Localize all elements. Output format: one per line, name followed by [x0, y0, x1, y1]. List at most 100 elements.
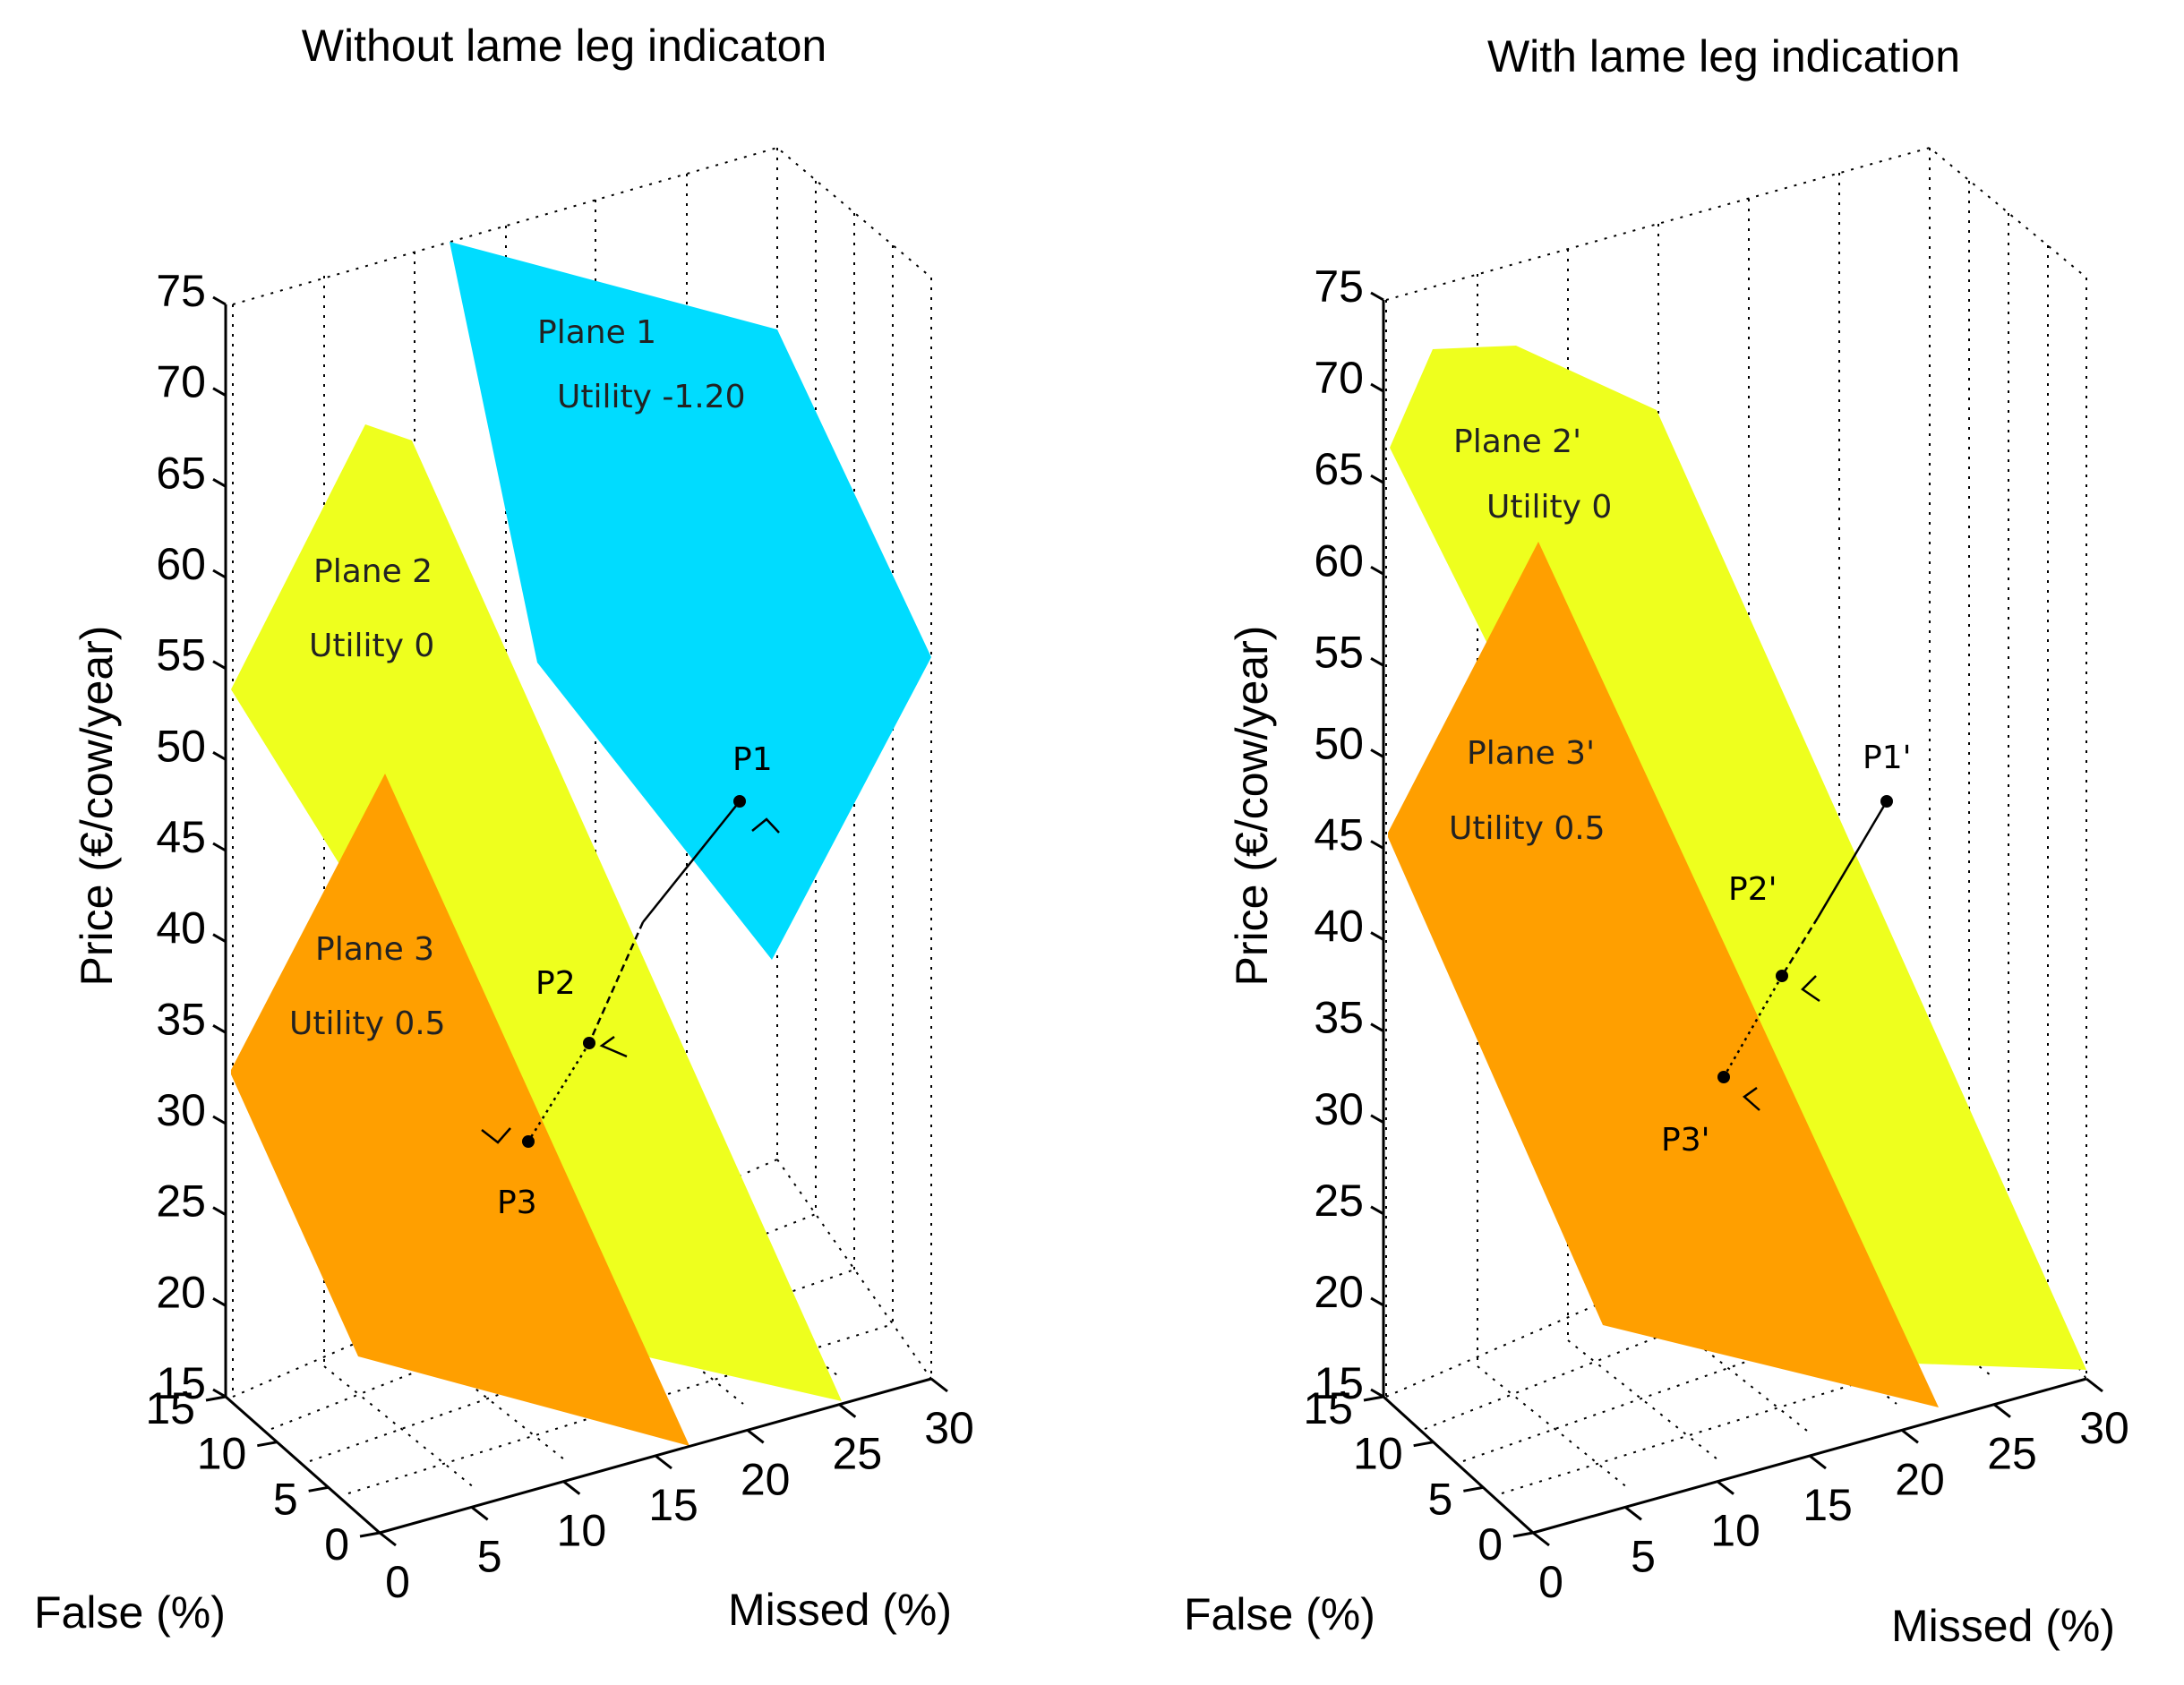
plane-1-utility: Utility -1.20	[557, 379, 745, 415]
x-tick	[838, 1403, 857, 1418]
y-tick-label: 10	[197, 1429, 247, 1479]
x-tick	[655, 1454, 672, 1470]
z-tick	[212, 1024, 227, 1034]
point-p3prime-label: P3'	[1661, 1122, 1710, 1159]
y-tick	[1363, 1395, 1384, 1402]
arrow-p3	[481, 1127, 511, 1144]
y-axis	[1382, 1395, 1535, 1535]
z-tick	[212, 1115, 227, 1125]
point-p3prime	[1717, 1071, 1730, 1083]
x-tick	[1901, 1429, 1919, 1444]
z-tick-label: 30	[156, 1085, 206, 1135]
plane-3-name: Plane 3	[315, 931, 434, 968]
x-tick-label: 25	[1987, 1429, 2037, 1479]
y-axis-label: False (%)	[34, 1587, 226, 1638]
z-tick-label: 50	[156, 721, 206, 771]
z-tick	[1370, 657, 1384, 667]
p2prime-p3prime-line	[1722, 975, 1784, 1078]
z-tick	[212, 660, 227, 670]
z-tick	[1370, 565, 1384, 576]
z-tick	[1370, 291, 1384, 302]
x-tick-label: 20	[1895, 1454, 1945, 1504]
z-tick-label: 40	[156, 903, 206, 954]
arrow-p1	[751, 817, 780, 834]
y-tick-label: 5	[1428, 1474, 1453, 1524]
plane-2prime-utility: Utility 0	[1486, 489, 1612, 526]
x-tick	[1532, 1531, 1550, 1547]
chart-right: With lame leg indication	[1184, 31, 2129, 1651]
point-p2	[583, 1037, 595, 1049]
x-axis-label: Missed (%)	[728, 1585, 952, 1635]
z-tick-label: 35	[1314, 993, 1364, 1043]
z-tick	[212, 933, 227, 943]
z-tick-label: 70	[156, 357, 206, 407]
x-tick	[379, 1531, 397, 1547]
z-tick	[212, 842, 227, 852]
y-tick	[1512, 1531, 1534, 1538]
z-tick-label: 60	[156, 539, 206, 589]
x-tick	[746, 1429, 765, 1444]
arrow-p3prime	[1742, 1086, 1760, 1111]
z-tick-label: 25	[1314, 1176, 1364, 1226]
z-tick-label: 15	[156, 1358, 206, 1408]
x-tick-label: 10	[1710, 1506, 1760, 1556]
z-tick	[212, 569, 227, 579]
y-tick-label: 0	[1477, 1519, 1503, 1570]
z-axis-label: Price (€/cow/year)	[72, 626, 122, 987]
z-tick	[1370, 1114, 1384, 1125]
y-tick	[308, 1485, 329, 1493]
z-tick-label: 75	[156, 266, 206, 316]
x-tick-label: 25	[833, 1429, 883, 1479]
x-tick	[1809, 1454, 1827, 1470]
z-tick	[212, 295, 227, 306]
z-tick-label: 30	[1314, 1084, 1364, 1134]
z-tick-label: 35	[156, 994, 206, 1044]
z-tick	[1370, 1022, 1384, 1032]
z-tick-label: 40	[1314, 902, 1364, 952]
x-tick	[470, 1506, 489, 1521]
plane-2prime-name: Plane 2'	[1453, 423, 1581, 460]
z-tick	[212, 751, 227, 761]
z-tick-label: 25	[156, 1176, 206, 1227]
x-tick-label: 30	[924, 1403, 974, 1453]
z-tick-label: 65	[156, 448, 206, 498]
y-tick	[1463, 1485, 1484, 1493]
arrow-p2	[599, 1035, 628, 1058]
x-tick-label: 0	[385, 1557, 410, 1607]
z-tick-label: 45	[1314, 810, 1364, 860]
point-p3	[522, 1135, 535, 1148]
z-tick-label: 45	[156, 812, 206, 862]
z-tick	[212, 1388, 227, 1398]
p2-p3-line	[527, 1042, 591, 1142]
point-p2prime-label: P2'	[1728, 871, 1777, 908]
point-p1prime-label: P1'	[1863, 740, 1912, 776]
x-tick	[1993, 1403, 2011, 1418]
chart-left: Without lame leg indicaton	[34, 21, 974, 1638]
plane-3prime-name: Plane 3'	[1467, 735, 1595, 772]
x-tick-label: 5	[1631, 1531, 1656, 1581]
y-tick-label: 10	[1353, 1429, 1403, 1479]
z-tick	[212, 478, 227, 488]
z-tick-label: 60	[1314, 535, 1364, 586]
z-tick-label: 20	[1314, 1267, 1364, 1317]
x-tick	[1717, 1480, 1734, 1495]
x-tick-label: 15	[648, 1480, 698, 1530]
z-tick-label: 15	[1314, 1358, 1364, 1408]
plane-3	[231, 774, 689, 1446]
plane-3-utility: Utility 0.5	[289, 1005, 446, 1042]
y-tick	[205, 1395, 227, 1402]
y-tick	[257, 1441, 278, 1448]
point-p1	[733, 795, 746, 808]
x-tick	[562, 1480, 581, 1495]
plane-1	[450, 242, 931, 960]
z-tick-label: 65	[1314, 444, 1364, 494]
y-axis-label: False (%)	[1184, 1589, 1375, 1639]
point-p2prime	[1776, 970, 1788, 982]
plane-2	[231, 424, 842, 1401]
plane-2-utility: Utility 0	[309, 628, 434, 664]
point-p1prime	[1880, 795, 1893, 808]
z-tick-label: 20	[156, 1267, 206, 1317]
z-tick	[1370, 748, 1384, 758]
arrow-p2prime	[1801, 975, 1820, 1003]
x-tick-label: 30	[2079, 1403, 2129, 1453]
